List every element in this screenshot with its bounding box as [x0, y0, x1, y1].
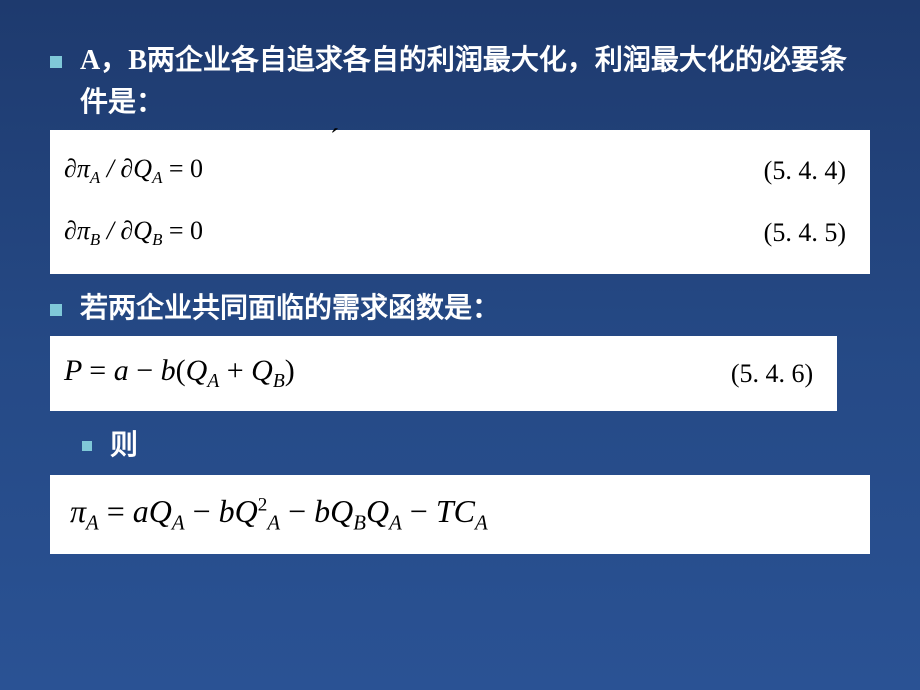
- bullet-icon: [50, 304, 62, 316]
- bullet-line-2: 若两企业共同面临的需求函数是：: [50, 288, 870, 330]
- bullet-icon: [82, 441, 92, 451]
- eq-546-number: (5. 4. 6): [731, 359, 823, 389]
- eq-545-expr: ∂πB / ∂QB = 0: [64, 216, 203, 250]
- eq-544-expr: ∂πA / ∂QA = 0: [64, 154, 203, 188]
- bullet-line-1: A，B两企业各自追求各自的利润最大化，利润最大化的必要条件是：: [50, 40, 870, 124]
- accent-mark: ˊ: [330, 124, 339, 156]
- eq-545-number: (5. 4. 5): [764, 218, 856, 248]
- bullet-icon: [50, 56, 62, 68]
- equation-box-544-545: ˊ ∂πA / ∂QA = 0 (5. 4. 4) ∂πB / ∂QB = 0 …: [50, 130, 870, 274]
- equation-545: ∂πB / ∂QB = 0 (5. 4. 5): [64, 202, 856, 264]
- equation-544: ∂πA / ∂QA = 0 (5. 4. 4): [64, 140, 856, 202]
- bullet-text-2: 若两企业共同面临的需求函数是：: [80, 288, 500, 330]
- bullet-text-3: 则: [110, 425, 138, 467]
- eq-piA-expr: πA = aQA − bQ2A − bQBQA − TCA: [70, 493, 488, 529]
- eq-544-number: (5. 4. 4): [764, 156, 856, 186]
- bullet-line-3: 则: [50, 425, 870, 467]
- slide-content: A，B两企业各自追求各自的利润最大化，利润最大化的必要条件是： ˊ ∂πA / …: [0, 0, 920, 574]
- equation-box-piA: πA = aQA − bQ2A − bQBQA − TCA: [50, 475, 870, 553]
- eq-546-expr: P = a − b(QA + QB): [64, 354, 295, 393]
- equation-546: P = a − b(QA + QB) (5. 4. 6): [64, 346, 823, 401]
- bullet-text-1: A，B两企业各自追求各自的利润最大化，利润最大化的必要条件是：: [80, 40, 870, 124]
- equation-box-546: P = a − b(QA + QB) (5. 4. 6): [50, 336, 837, 411]
